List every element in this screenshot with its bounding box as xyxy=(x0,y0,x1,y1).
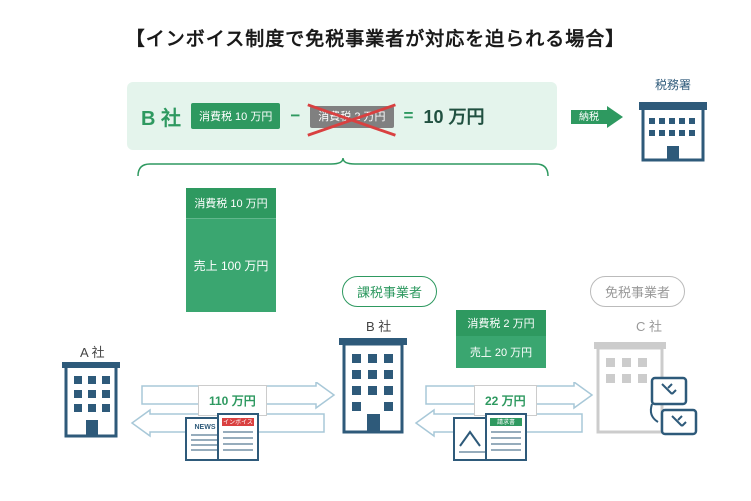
bar-company-c: 消費税 2 万円 売上 20 万円 xyxy=(456,310,546,368)
building-c-icon xyxy=(592,336,702,440)
formula-box: B 社 消費税 10 万円 − 消費税 2 万円 = 10 万円 xyxy=(127,82,557,150)
page-title: 【インボイス制度で免税事業者が対応を迫られる場合】 xyxy=(0,0,751,51)
formula-result: 10 万円 xyxy=(423,103,484,129)
bar-c-tax: 消費税 2 万円 xyxy=(456,310,546,336)
building-a-icon xyxy=(58,360,130,440)
equals-sign: = xyxy=(404,106,414,126)
brace-icon xyxy=(136,156,550,178)
tax-office: 税務署 xyxy=(637,76,709,164)
svg-text:請求書: 請求書 xyxy=(497,418,515,426)
bar-a-sales: 売上 100 万円 xyxy=(186,218,276,312)
svg-text:NEWS: NEWS xyxy=(195,424,216,431)
taxable-bubble: 課税事業者 xyxy=(342,276,437,307)
svg-text:インボイス: インボイス xyxy=(223,418,253,426)
exempt-bubble: 免税事業者 xyxy=(590,276,685,307)
nouzei-label: 納税 xyxy=(579,110,599,123)
docs-ab-icon: NEWS インボイス xyxy=(182,410,264,464)
bar-c-sales: 売上 20 万円 xyxy=(456,336,546,368)
minus-sign: − xyxy=(290,106,300,126)
tax-office-label: 税務署 xyxy=(637,76,709,93)
tax-crossed-badge: 消費税 2 万円 xyxy=(310,106,393,128)
tax-in-badge: 消費税 10 万円 xyxy=(191,103,280,129)
bar-company-a: 消費税 10 万円 売上 100 万円 xyxy=(186,188,276,312)
formula-company: B 社 xyxy=(141,102,181,131)
nouzei-arrow-icon: 納税 xyxy=(571,106,623,128)
crossed-tax-wrap: 消費税 2 万円 xyxy=(310,107,393,125)
building-b-icon xyxy=(334,336,416,436)
company-c-label: C 社 xyxy=(636,316,662,335)
tax-office-icon xyxy=(637,96,709,164)
docs-bc-icon: 請求書 xyxy=(450,410,532,464)
company-b-label: B 社 xyxy=(366,316,391,335)
company-a-label: A 社 xyxy=(80,342,105,361)
bar-a-tax: 消費税 10 万円 xyxy=(186,188,276,218)
